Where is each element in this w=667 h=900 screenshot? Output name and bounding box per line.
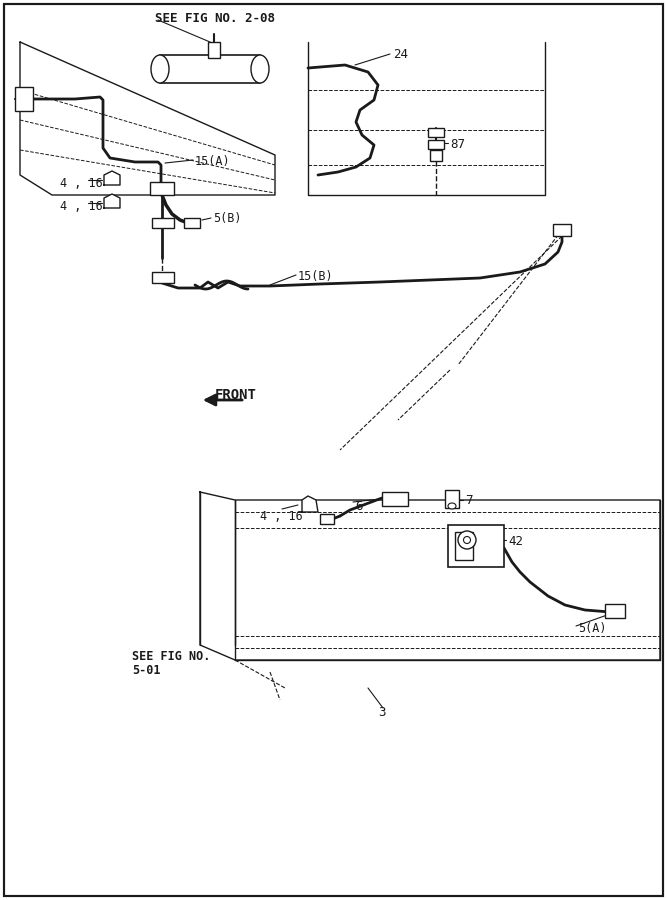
Bar [455,532,473,560]
Bar [428,128,444,137]
Bar [152,272,174,283]
Text: 6: 6 [355,500,362,513]
Bar [445,490,459,508]
Circle shape [464,536,470,544]
Text: SEE FIG NO.: SEE FIG NO. [132,650,210,663]
Polygon shape [104,194,120,208]
Text: 24: 24 [393,48,408,61]
Text: 3: 3 [378,706,386,719]
Text: 7: 7 [465,494,472,507]
Text: 15(B): 15(B) [298,270,334,283]
Bar [430,150,442,161]
Bar [320,514,334,524]
Text: FRONT: FRONT [215,388,257,402]
Text: 15(A): 15(A) [195,155,231,168]
Text: 4 , 16: 4 , 16 [260,510,303,523]
Text: 87: 87 [450,138,465,151]
Polygon shape [302,496,318,512]
Bar [160,55,260,83]
Ellipse shape [151,55,169,83]
Bar [208,42,220,58]
Text: 4 , 16: 4 , 16 [60,177,103,190]
Polygon shape [104,171,120,185]
Bar [15,87,33,111]
Bar [448,525,504,567]
Circle shape [458,531,476,549]
Bar [150,182,174,195]
Text: 5-01: 5-01 [132,664,161,677]
Text: 5(A): 5(A) [578,622,606,635]
Bar [382,492,408,506]
Text: 5(B): 5(B) [213,212,241,225]
Ellipse shape [251,55,269,83]
Bar [553,224,571,236]
Bar [428,140,444,149]
Bar [152,218,174,228]
Bar [605,604,625,618]
Text: 4 , 16: 4 , 16 [60,200,103,213]
Ellipse shape [448,503,456,509]
Bar [184,218,200,228]
Text: SEE FIG NO. 2-08: SEE FIG NO. 2-08 [155,12,275,25]
Text: 42: 42 [508,535,523,548]
